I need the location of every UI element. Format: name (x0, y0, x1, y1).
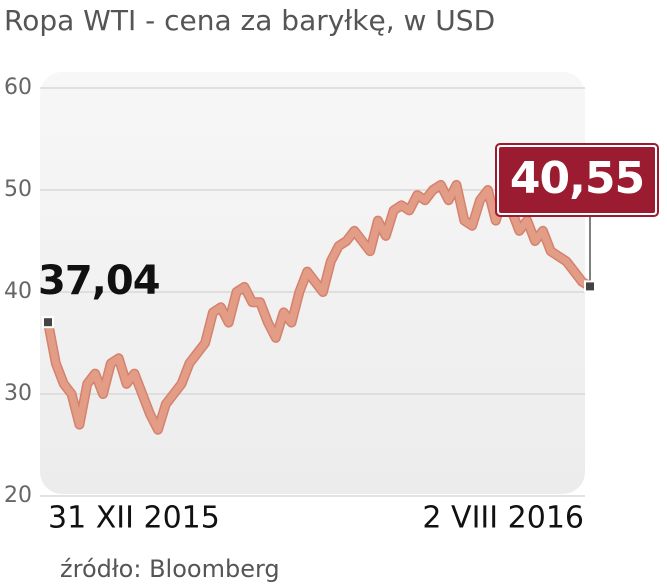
y-tick-label: 50 (4, 177, 32, 202)
end-marker (42, 316, 54, 329)
value-label: 37,04 (38, 258, 160, 304)
value-label-box (497, 145, 657, 215)
y-tick-label: 40 (4, 279, 32, 304)
chart-title: Ropa WTI - cena za baryłkę, w USD (4, 4, 495, 37)
y-tick-label: 30 (4, 381, 32, 406)
value-label: 40,55 (510, 153, 644, 204)
x-tick-label: 2 VIII 2016 (422, 501, 584, 536)
y-tick-label: 60 (4, 75, 32, 100)
x-tick-label: 31 XII 2015 (48, 501, 220, 536)
value-label-frame (495, 143, 659, 217)
y-tick-label: 20 (4, 483, 32, 508)
end-marker (584, 280, 596, 293)
source: źródło: Bloomberg (60, 555, 280, 583)
